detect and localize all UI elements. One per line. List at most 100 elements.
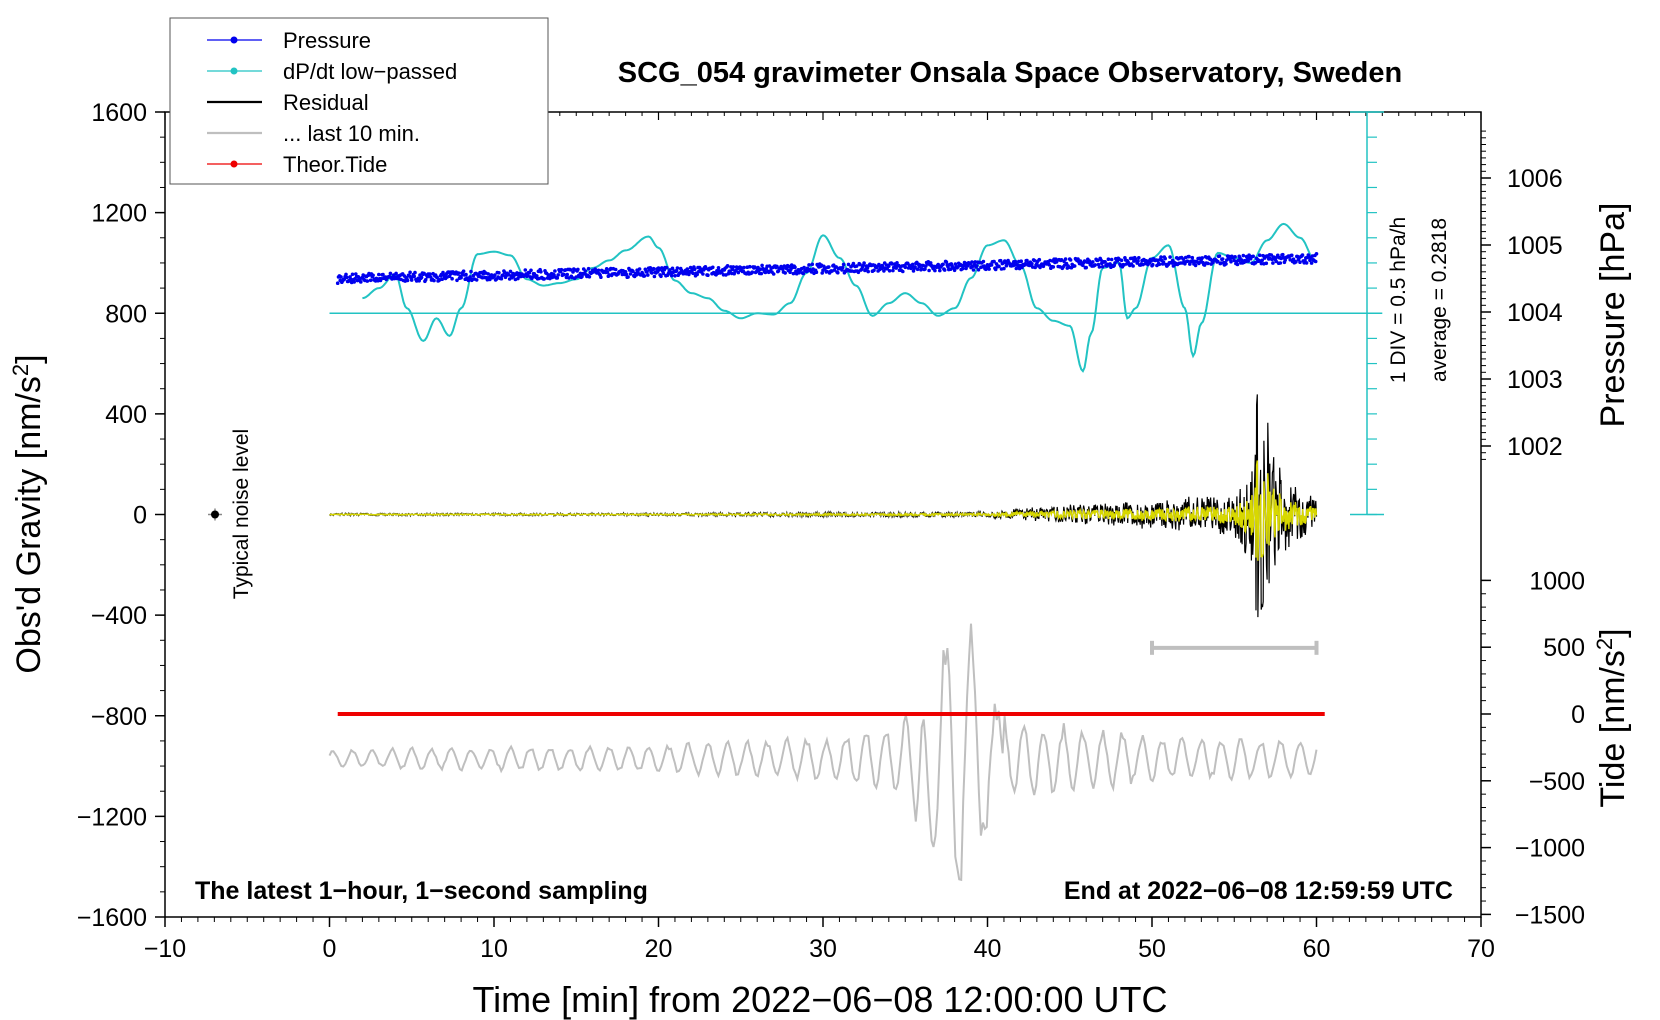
pressure-point: [993, 267, 998, 272]
pressure-point: [371, 273, 375, 278]
pressure-point: [440, 277, 445, 282]
pressure-point: [1314, 252, 1319, 256]
pressure-point: [1233, 254, 1237, 259]
pressure-point: [642, 274, 647, 278]
last-10-min-line: [328, 623, 1318, 882]
pressure-point: [771, 272, 776, 276]
pressure-point: [673, 274, 677, 278]
pressure-point: [354, 272, 358, 276]
pressure-point: [998, 258, 1003, 263]
pressure-point: [660, 266, 664, 270]
pressure-point: [1246, 259, 1250, 263]
pressure-point: [1004, 263, 1009, 268]
pressure-point: [565, 272, 569, 277]
y-axis-label-tide: Tide [nm/s2]: [1592, 628, 1632, 807]
x-axis-label: Time [min] from 2022−06−08 12:00:00 UTC: [472, 979, 1167, 1020]
pressure-point: [1030, 262, 1034, 266]
pressure-point: [450, 276, 454, 281]
pressure-point: [692, 267, 697, 272]
pressure-point: [409, 278, 414, 282]
pressure-point: [559, 267, 564, 272]
pressure-point: [670, 266, 675, 271]
pressure-point: [593, 267, 597, 271]
pressure-point: [981, 259, 986, 264]
pressure-point: [529, 268, 533, 273]
pressure-point: [405, 278, 410, 283]
pressure-point: [1063, 257, 1068, 261]
pressure-point: [1136, 259, 1140, 263]
legend-label: Pressure: [283, 28, 371, 53]
pressure-point: [827, 265, 831, 269]
pressure-point: [856, 270, 861, 275]
pressure-point: [486, 272, 491, 276]
pressure-point: [459, 275, 463, 280]
pressure-point: [701, 272, 705, 276]
pressure-point: [1241, 253, 1246, 258]
pressure-point: [1109, 257, 1114, 262]
y-axis-label-tide-sup: 2: [1592, 638, 1617, 650]
pressure-point: [725, 264, 730, 268]
pressure-point: [1047, 263, 1051, 267]
pressure-point: [604, 267, 609, 271]
pressure-point: [1225, 258, 1229, 262]
pressure-point: [335, 281, 340, 286]
dpdt-line: [362, 222, 1316, 373]
legend-box: [169, 17, 549, 185]
tide-tick-label: −1500: [1515, 901, 1585, 929]
tide-axis-ticks: 1000 500 0 −500 −1000 −1500: [1481, 567, 1585, 929]
pressure-point: [1097, 265, 1102, 269]
pressure-point: [645, 270, 649, 274]
pressure-point: [365, 279, 370, 283]
pressure-point: [1278, 261, 1283, 265]
pressure-point: [846, 262, 851, 267]
residual-filtered-line: [329, 460, 1318, 561]
pressure-point: [631, 269, 635, 274]
pressure-point: [461, 269, 466, 274]
pressure-point: [620, 272, 625, 277]
pressure-point: [381, 272, 385, 277]
pressure-point: [1251, 254, 1255, 259]
pressure-point: [468, 275, 472, 279]
pressure-point: [687, 272, 691, 277]
pressure-point: [820, 271, 824, 275]
y-tick-label: 1600: [91, 99, 147, 127]
pressure-point: [923, 267, 927, 271]
pressure-point: [989, 263, 994, 267]
pressure-point: [1084, 265, 1088, 270]
pressure-point: [646, 273, 650, 277]
pressure-point: [1300, 253, 1305, 257]
pressure-point: [596, 268, 601, 273]
pressure-point: [1236, 258, 1241, 263]
pressure-point: [836, 270, 840, 275]
pressure-point: [802, 265, 806, 270]
pressure-point: [1220, 257, 1225, 261]
pressure-point: [731, 265, 736, 269]
y-axis-label-pressure: Pressure [hPa]: [1594, 203, 1632, 428]
pressure-point: [760, 263, 764, 268]
pressure-point: [441, 270, 445, 275]
x-tick-label: 10: [480, 935, 508, 963]
pressure-point: [987, 267, 991, 271]
legend-marker: [230, 67, 238, 75]
pressure-point: [903, 265, 908, 270]
pressure-point: [1113, 261, 1117, 265]
pressure-point: [1298, 260, 1302, 265]
pressure-point: [1131, 264, 1135, 268]
pressure-tick-label: 1004: [1507, 299, 1563, 327]
pressure-point: [911, 269, 916, 273]
pressure-point: [1081, 263, 1085, 268]
legend-label: ... last 10 min.: [283, 121, 420, 146]
pressure-point: [1093, 263, 1097, 267]
pressure-point: [1224, 262, 1228, 266]
pressure-point: [419, 275, 424, 280]
pressure-point: [469, 269, 473, 274]
x-axis-ticks: −10 0 10 20 30 40 50 60 70: [144, 112, 1495, 963]
pressure-point: [953, 262, 958, 266]
y-tick-label: −1600: [77, 904, 147, 932]
noise-level-label: Typical noise level: [230, 429, 253, 599]
x-tick-label: 40: [974, 935, 1002, 963]
pressure-point: [571, 270, 575, 274]
pressure-axis-ticks: 1006 1005 1004 1003 1002: [1481, 130, 1563, 461]
pressure-point: [851, 261, 856, 266]
